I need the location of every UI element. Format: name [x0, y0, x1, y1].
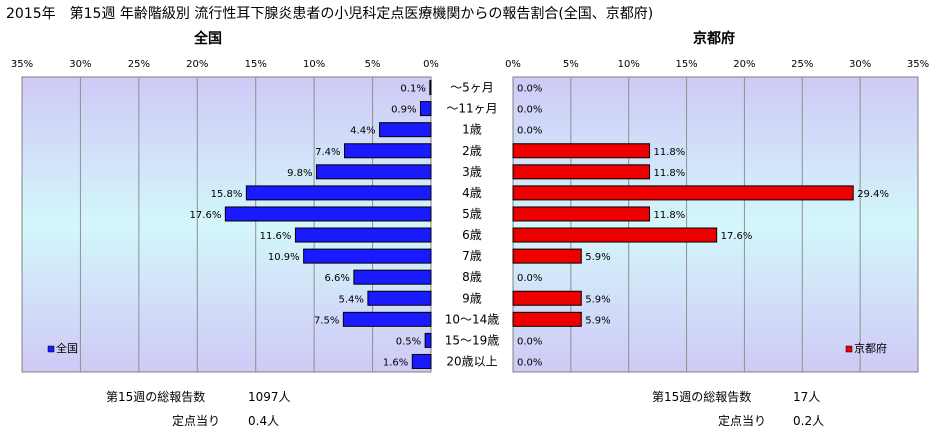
right-data-label: 11.8%: [654, 147, 686, 158]
left-data-label: 5.4%: [338, 294, 363, 305]
category-label: 15～19歳: [445, 333, 500, 347]
category-label: ～11ヶ月: [446, 102, 497, 116]
right-bar: [512, 164, 651, 180]
left-data-label: 0.5%: [396, 336, 421, 347]
right-total-value: 17人: [793, 390, 821, 404]
left-tick-label: 10%: [303, 59, 325, 70]
left-per-label: 定点当り: [172, 414, 221, 428]
right-data-label: 11.8%: [654, 210, 686, 221]
right-legend-label: 京都府: [854, 341, 887, 355]
left-total-label: 第15週の総報告数: [106, 390, 206, 404]
left-bar: [379, 122, 432, 138]
right-bar: [512, 143, 651, 159]
left-tick-label: 0%: [423, 59, 439, 70]
right-tick-label: 35%: [907, 59, 929, 70]
right-bar: [512, 185, 854, 201]
left-bar: [429, 80, 432, 96]
left-plot-area: [21, 76, 432, 373]
category-label: 1歳: [462, 123, 482, 137]
left-bar: [224, 206, 432, 222]
left-tick-label: 20%: [186, 59, 208, 70]
right-tick-label: 5%: [563, 59, 579, 70]
left-bar: [342, 311, 432, 327]
left-data-label: 17.6%: [190, 210, 222, 221]
category-label: 8歳: [462, 270, 482, 284]
right-data-label: 5.9%: [585, 294, 610, 305]
left-data-label: 4.4%: [350, 126, 375, 137]
right-tick-label: 0%: [505, 59, 521, 70]
right-bar: [512, 206, 651, 222]
right-bar: [512, 311, 582, 327]
right-bar: [512, 290, 582, 306]
left-data-label: 9.8%: [287, 168, 312, 179]
category-label: 2歳: [462, 144, 482, 158]
right-data-label: 0.0%: [517, 105, 542, 116]
category-label: 3歳: [462, 165, 482, 179]
right-data-label: 0.0%: [517, 273, 542, 284]
category-label: ～5ヶ月: [450, 81, 494, 95]
right-plot-area: [512, 76, 919, 373]
right-per-value: 0.2人: [793, 414, 825, 428]
left-bar: [315, 164, 432, 180]
left-data-label: 1.6%: [383, 357, 408, 368]
left-bar: [353, 269, 432, 285]
category-label: 9歳: [462, 291, 482, 305]
category-label: 10～14歳: [445, 312, 500, 326]
left-data-label: 7.4%: [315, 147, 340, 158]
right-data-label: 17.6%: [721, 231, 753, 242]
left-data-label: 15.8%: [211, 189, 243, 200]
right-legend-swatch: [845, 345, 853, 353]
right-tick-label: 25%: [791, 59, 813, 70]
category-label: 20歳以上: [446, 354, 497, 368]
left-bar: [245, 185, 432, 201]
left-data-label: 11.6%: [260, 231, 292, 242]
right-tick-label: 20%: [733, 59, 755, 70]
category-label: 7歳: [462, 249, 482, 263]
right-bar: [512, 227, 718, 243]
right-tick-label: 15%: [675, 59, 697, 70]
left-tick-label: 25%: [128, 59, 150, 70]
left-data-label: 0.9%: [391, 105, 416, 116]
left-bar: [294, 227, 432, 243]
right-data-label: 0.0%: [517, 336, 542, 347]
left-bar: [303, 248, 432, 264]
left-bar: [367, 290, 432, 306]
right-total-label: 第15週の総報告数: [652, 390, 752, 404]
right-data-label: 5.9%: [585, 315, 610, 326]
left-tick-label: 15%: [245, 59, 267, 70]
right-data-label: 11.8%: [654, 168, 686, 179]
right-data-label: 0.0%: [517, 357, 542, 368]
right-data-label: 5.9%: [585, 252, 610, 263]
right-data-label: 0.0%: [517, 84, 542, 95]
left-total-value: 1097人: [248, 390, 291, 404]
chart-title: 2015年 第15週 年齢階級別 流行性耳下腺炎患者の小児科定点医療機関からの報…: [6, 6, 654, 22]
right-data-label: 0.0%: [517, 126, 542, 137]
left-legend-swatch: [47, 345, 55, 353]
left-tick-label: 5%: [365, 59, 381, 70]
left-bar: [344, 143, 432, 159]
left-panel-title: 全国: [194, 31, 222, 47]
left-bar: [419, 101, 432, 117]
left-data-label: 6.6%: [324, 273, 349, 284]
left-tick-label: 30%: [69, 59, 91, 70]
category-label: 5歳: [462, 207, 482, 221]
right-tick-label: 30%: [849, 59, 871, 70]
right-bar: [512, 248, 582, 264]
left-per-value: 0.4人: [248, 414, 280, 428]
left-data-label: 10.9%: [268, 252, 300, 263]
right-per-label: 定点当り: [718, 414, 767, 428]
category-label: 4歳: [462, 186, 482, 200]
right-data-label: 29.4%: [857, 189, 889, 200]
left-tick-label: 35%: [11, 59, 33, 70]
left-legend-label: 全国: [56, 341, 78, 355]
left-bar: [411, 353, 432, 369]
left-data-label: 7.5%: [314, 315, 339, 326]
right-tick-label: 10%: [618, 59, 640, 70]
left-bar: [424, 332, 432, 348]
right-panel-title: 京都府: [693, 31, 735, 47]
left-data-label: 0.1%: [400, 84, 425, 95]
category-label: 6歳: [462, 228, 482, 242]
